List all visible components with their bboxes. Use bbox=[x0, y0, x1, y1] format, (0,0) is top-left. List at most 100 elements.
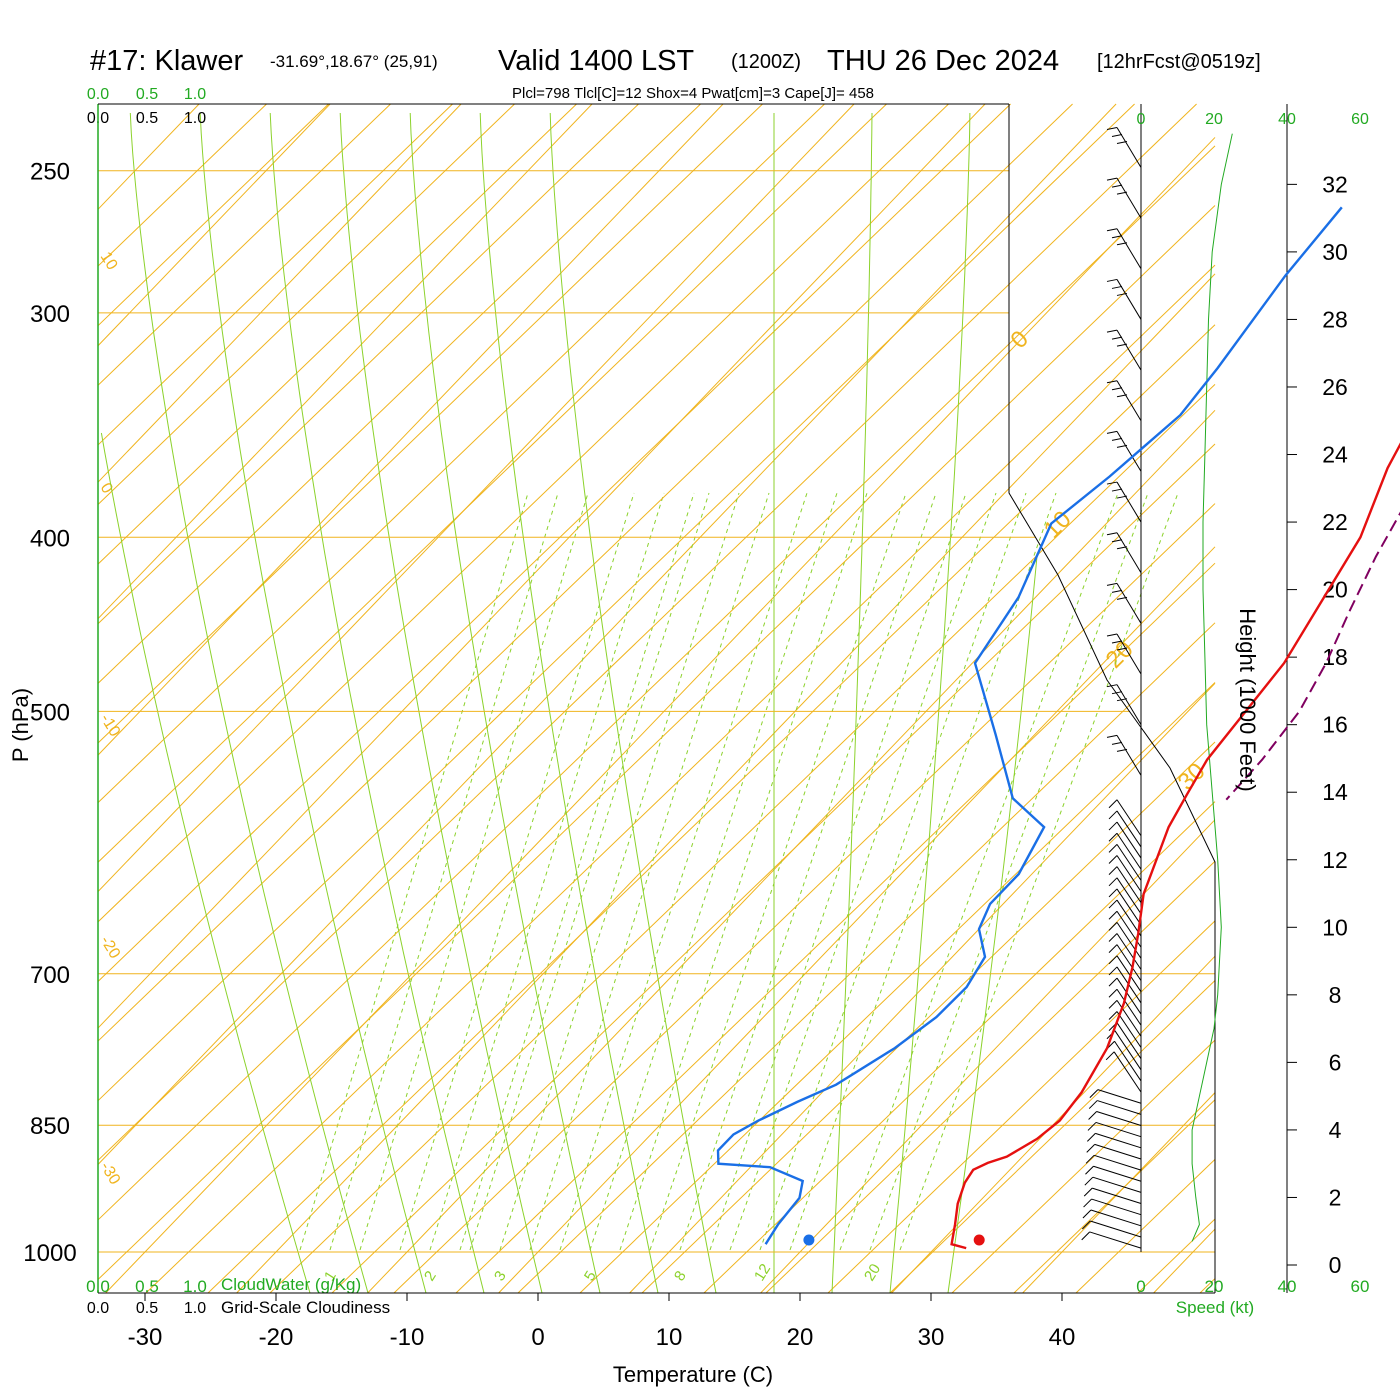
dewpoint-profile-line bbox=[716, 206, 1343, 1245]
wind-barb-flag bbox=[1106, 278, 1118, 282]
dry-adiabat-line bbox=[97, 103, 515, 505]
wind-barb-flag bbox=[1116, 191, 1128, 195]
x-tick-label: 30 bbox=[918, 1324, 945, 1351]
wind-barb-feather bbox=[1085, 1154, 1095, 1164]
speed-tick-top: 60 bbox=[1351, 111, 1369, 128]
wind-barb bbox=[1095, 1121, 1142, 1138]
wind-barb-flag bbox=[1111, 336, 1123, 340]
wind-barb-flag bbox=[1106, 228, 1118, 232]
cloudwater-tick-top: 0.0 bbox=[87, 86, 109, 103]
speed-tick-bottom: 40 bbox=[1278, 1277, 1297, 1296]
wind-barb bbox=[1116, 380, 1142, 422]
isotherm-line bbox=[97, 103, 593, 620]
dry-adiabat-line bbox=[97, 145, 1216, 1221]
wind-barb-feather bbox=[1085, 1165, 1094, 1175]
wind-barb bbox=[1116, 933, 1142, 970]
wind-barb bbox=[1116, 844, 1142, 881]
wind-barb-feather bbox=[1089, 1089, 1099, 1098]
wind-barb bbox=[1116, 955, 1142, 993]
height-tick-label: 32 bbox=[1322, 171, 1348, 197]
wind-barb-flag bbox=[1106, 177, 1118, 181]
wind-barb-flag bbox=[1111, 235, 1123, 239]
mixing-ratio-line bbox=[399, 492, 635, 1251]
wind-barb bbox=[1091, 1198, 1142, 1216]
sounding-series bbox=[716, 206, 1400, 1250]
wind-barb-flag bbox=[1111, 741, 1123, 745]
dry-adiabat-line bbox=[765, 860, 1216, 1294]
wind-barb bbox=[1093, 1165, 1142, 1182]
speed-tick-bottom: 20 bbox=[1205, 1277, 1224, 1296]
cloudiness-tick-top: 1.0 bbox=[184, 110, 206, 127]
wind-barb-feather bbox=[1108, 832, 1118, 842]
mixing-ratio-label: 20 bbox=[861, 1261, 884, 1284]
wind-barb bbox=[1090, 1220, 1142, 1238]
left-isotherm-label: -20 bbox=[97, 933, 124, 962]
wind-barb bbox=[1096, 1111, 1142, 1127]
mixing-ratio-line bbox=[429, 492, 665, 1251]
wind-barb bbox=[1114, 1030, 1142, 1071]
dry-adiabat-line bbox=[1013, 1099, 1216, 1294]
wind-barb bbox=[1116, 532, 1142, 573]
height-tick-label: 14 bbox=[1322, 779, 1348, 805]
wind-barb-flag bbox=[1106, 430, 1118, 434]
isotherm-line bbox=[97, 103, 1117, 1165]
wind-barb-feather bbox=[1081, 1231, 1091, 1241]
dry-adiabat-line bbox=[889, 980, 1216, 1294]
wind-barb bbox=[1116, 888, 1142, 926]
wind-barb bbox=[1116, 821, 1142, 859]
title-bar: #17: Klawer -31.69°,18.67° (25,91) Valid… bbox=[90, 45, 1261, 102]
height-tick-label: 6 bbox=[1329, 1049, 1342, 1075]
height-tick-label: 28 bbox=[1322, 306, 1348, 332]
mixing-ratio-line bbox=[359, 492, 589, 1251]
wind-barb-feather bbox=[1108, 933, 1118, 942]
wind-barb bbox=[1113, 1051, 1142, 1093]
wind-barb-feather bbox=[1108, 899, 1118, 909]
dry-adiabat-line bbox=[393, 503, 1216, 1294]
forecast-date: THU 26 Dec 2024 bbox=[827, 45, 1059, 77]
cloudiness-tick-bottom: 0.5 bbox=[136, 1300, 158, 1317]
speed-tick-bottom: 0 bbox=[1136, 1277, 1145, 1296]
wind-barb bbox=[1116, 583, 1142, 624]
wind-barb-flag bbox=[1116, 140, 1128, 144]
dry-adiabat-line bbox=[579, 682, 1216, 1294]
cloudwater-tick-bottom: 0.5 bbox=[135, 1277, 159, 1296]
pressure-tick-label: 700 bbox=[30, 962, 70, 989]
y-axis-title: P (hPa) bbox=[8, 688, 33, 762]
dry-adiabat-line bbox=[97, 103, 267, 267]
mixing-ratio-line bbox=[899, 492, 1179, 1251]
dry-adiabat-line bbox=[1199, 1278, 1216, 1294]
wind-barb-feather bbox=[1088, 1100, 1098, 1109]
wind-barb-flag bbox=[1116, 292, 1128, 296]
wind-barb-flag bbox=[1111, 437, 1123, 441]
wind-barb-feather bbox=[1108, 922, 1118, 931]
moist-adiabat-line bbox=[479, 112, 659, 1294]
temperature-profile-line bbox=[950, 442, 1400, 1250]
isotherm-line bbox=[760, 819, 1216, 1294]
wind-barb bbox=[1089, 1231, 1142, 1249]
wind-barb bbox=[1097, 1089, 1142, 1104]
wind-barb bbox=[1116, 866, 1142, 903]
isotherm-line bbox=[97, 103, 331, 347]
mixing-ratio-line bbox=[729, 492, 997, 1251]
x-tick-label: 0 bbox=[531, 1324, 544, 1351]
wind-barb bbox=[1094, 1143, 1142, 1160]
mixing-ratio-line bbox=[679, 492, 937, 1251]
moist-adiabat-line bbox=[100, 432, 311, 1294]
wind-barb-flag bbox=[1116, 546, 1128, 550]
dry-adiabat-line bbox=[97, 103, 825, 803]
wind-barb bbox=[1116, 1000, 1142, 1037]
axes: Temperature (C) P (hPa) CloudWater (g/Kg… bbox=[8, 103, 1260, 1387]
wind-barb-feather bbox=[1108, 977, 1118, 987]
dry-adiabat-line bbox=[269, 383, 1216, 1294]
cloud-panel: 0.00.00.00.00.50.50.50.51.01.01.01.0 bbox=[86, 86, 207, 1317]
wind-barb-flag bbox=[1116, 343, 1128, 347]
sounding-parameters: Plcl=798 Tlcl[C]=12 Shox=4 Pwat[cm]=3 Ca… bbox=[512, 85, 874, 102]
pressure-tick-label: 1000 bbox=[23, 1240, 76, 1267]
x-tick-label: 10 bbox=[656, 1324, 683, 1351]
wind-barb-flag bbox=[1111, 589, 1123, 593]
wind-barb bbox=[1116, 810, 1142, 848]
mixing-ratio-lines: 1 2 3 5 8 12 20 bbox=[299, 492, 1179, 1284]
wind-barb bbox=[1092, 1176, 1142, 1193]
speed-tick-top: 20 bbox=[1205, 111, 1223, 128]
height-tick-label: 10 bbox=[1322, 914, 1348, 940]
